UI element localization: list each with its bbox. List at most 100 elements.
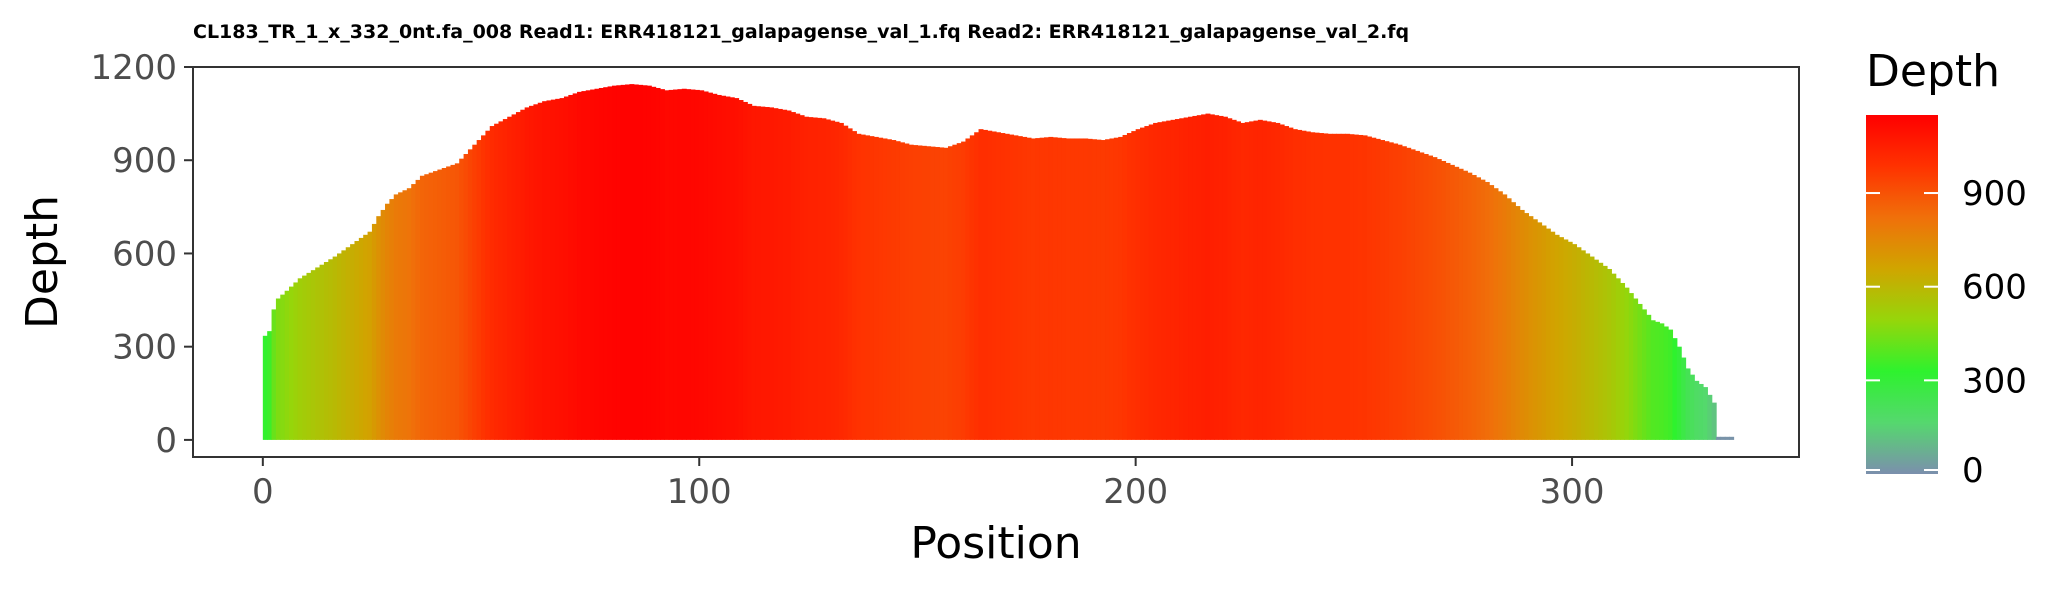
depth-bar [1052,137,1058,440]
depth-bar [830,120,836,440]
depth-bar [1065,138,1071,440]
depth-bar [913,145,919,440]
depth-bar [1637,303,1643,440]
depth-bar [991,131,997,440]
depth-bar [764,107,770,440]
depth-bar [1454,166,1460,440]
depth-bar [655,87,661,440]
depth-bar [1506,198,1512,440]
depth-bar [1205,113,1211,440]
depth-bar [716,94,722,440]
depth-bar [1567,241,1573,440]
x-axis: 0 100 200 300 [252,457,1605,512]
depth-bar [926,146,932,440]
depth-bar [507,116,513,440]
depth-bar [437,169,443,440]
depth-bar [1694,380,1700,440]
depth-bar [402,190,408,440]
depth-bar [1685,368,1691,440]
depth-bar [1174,119,1180,440]
depth-bar [1698,383,1704,440]
depth-bar [1467,172,1473,440]
depth-bar [607,86,613,440]
depth-bar [729,97,735,440]
depth-bar [1345,133,1351,440]
depth-bar [398,192,404,440]
depth-bar [1414,150,1420,440]
x-axis-title: Position [910,518,1081,569]
depth-bar [777,108,783,440]
depth-bar [616,85,622,440]
depth-bar [773,108,779,440]
depth-bar [808,117,814,440]
depth-bar [1157,122,1163,440]
depth-bar [965,138,971,440]
depth-bar [725,96,731,440]
depth-bar [1332,133,1337,440]
depth-bar [851,131,857,440]
depth-bar [1707,394,1713,440]
legend-tick-label: 600 [1962,268,2027,308]
depth-bar [1620,282,1626,440]
depth-bar [1641,309,1647,440]
depth-bar [494,123,500,440]
depth-bar [280,294,286,440]
depth-bar [856,133,862,440]
depth-bar [952,144,958,440]
depth-bar [721,95,727,440]
depth-bar [1663,326,1669,440]
depth-bar [1327,133,1333,440]
depth-bar [590,89,596,440]
depth-bar [1113,137,1119,440]
depth-bar [489,126,495,440]
y-tick-label: 0 [155,421,177,461]
depth-bar [707,92,713,440]
depth-bar [1249,121,1255,440]
depth-bar [1153,122,1159,440]
depth-bar [1585,253,1591,440]
depth-bar [1449,164,1455,440]
depth-bar [284,290,290,440]
depth-bar [529,105,534,440]
depth-bar [1702,387,1708,440]
depth-bar [1074,138,1080,440]
depth-bar [406,188,412,440]
depth-bar [1257,119,1263,440]
depth-bar [323,262,329,440]
depth-bar [1240,122,1246,440]
depth-bar [974,132,980,440]
depth-legend: Depth 0 300 600 900 [1866,46,2027,491]
depth-bar [568,94,574,440]
depth-bar [1729,436,1735,440]
depth-bar [1532,219,1538,440]
depth-bar [358,237,364,440]
depth-bar [694,89,700,440]
depth-bar [882,138,888,440]
depth-bar [690,89,696,440]
depth-bar [1480,179,1486,440]
depth-bar [1628,293,1634,440]
depth-bar [834,121,840,440]
depth-bar [1519,209,1525,440]
depth-bar [869,136,875,440]
depth-bar [646,85,652,440]
depth-bar [1144,126,1150,440]
depth-bar [1026,137,1032,440]
depth-bar [345,247,351,440]
depth-bar [760,106,766,440]
depth-bar [1672,338,1678,440]
depth-bar [585,90,591,440]
depth-bar [1126,133,1132,440]
depth-bar [1201,114,1207,440]
depth-bar [1017,136,1023,440]
depth-bar [677,89,683,440]
depth-bar [1284,126,1289,440]
depth-bar [428,172,434,440]
depth-bar [1611,273,1617,440]
depth-bar [1231,119,1237,440]
depth-bar [1633,298,1639,440]
depth-bar [1227,118,1233,440]
depth-bar [1580,250,1586,440]
depth-bar [611,85,617,440]
depth-bar [1222,116,1228,440]
